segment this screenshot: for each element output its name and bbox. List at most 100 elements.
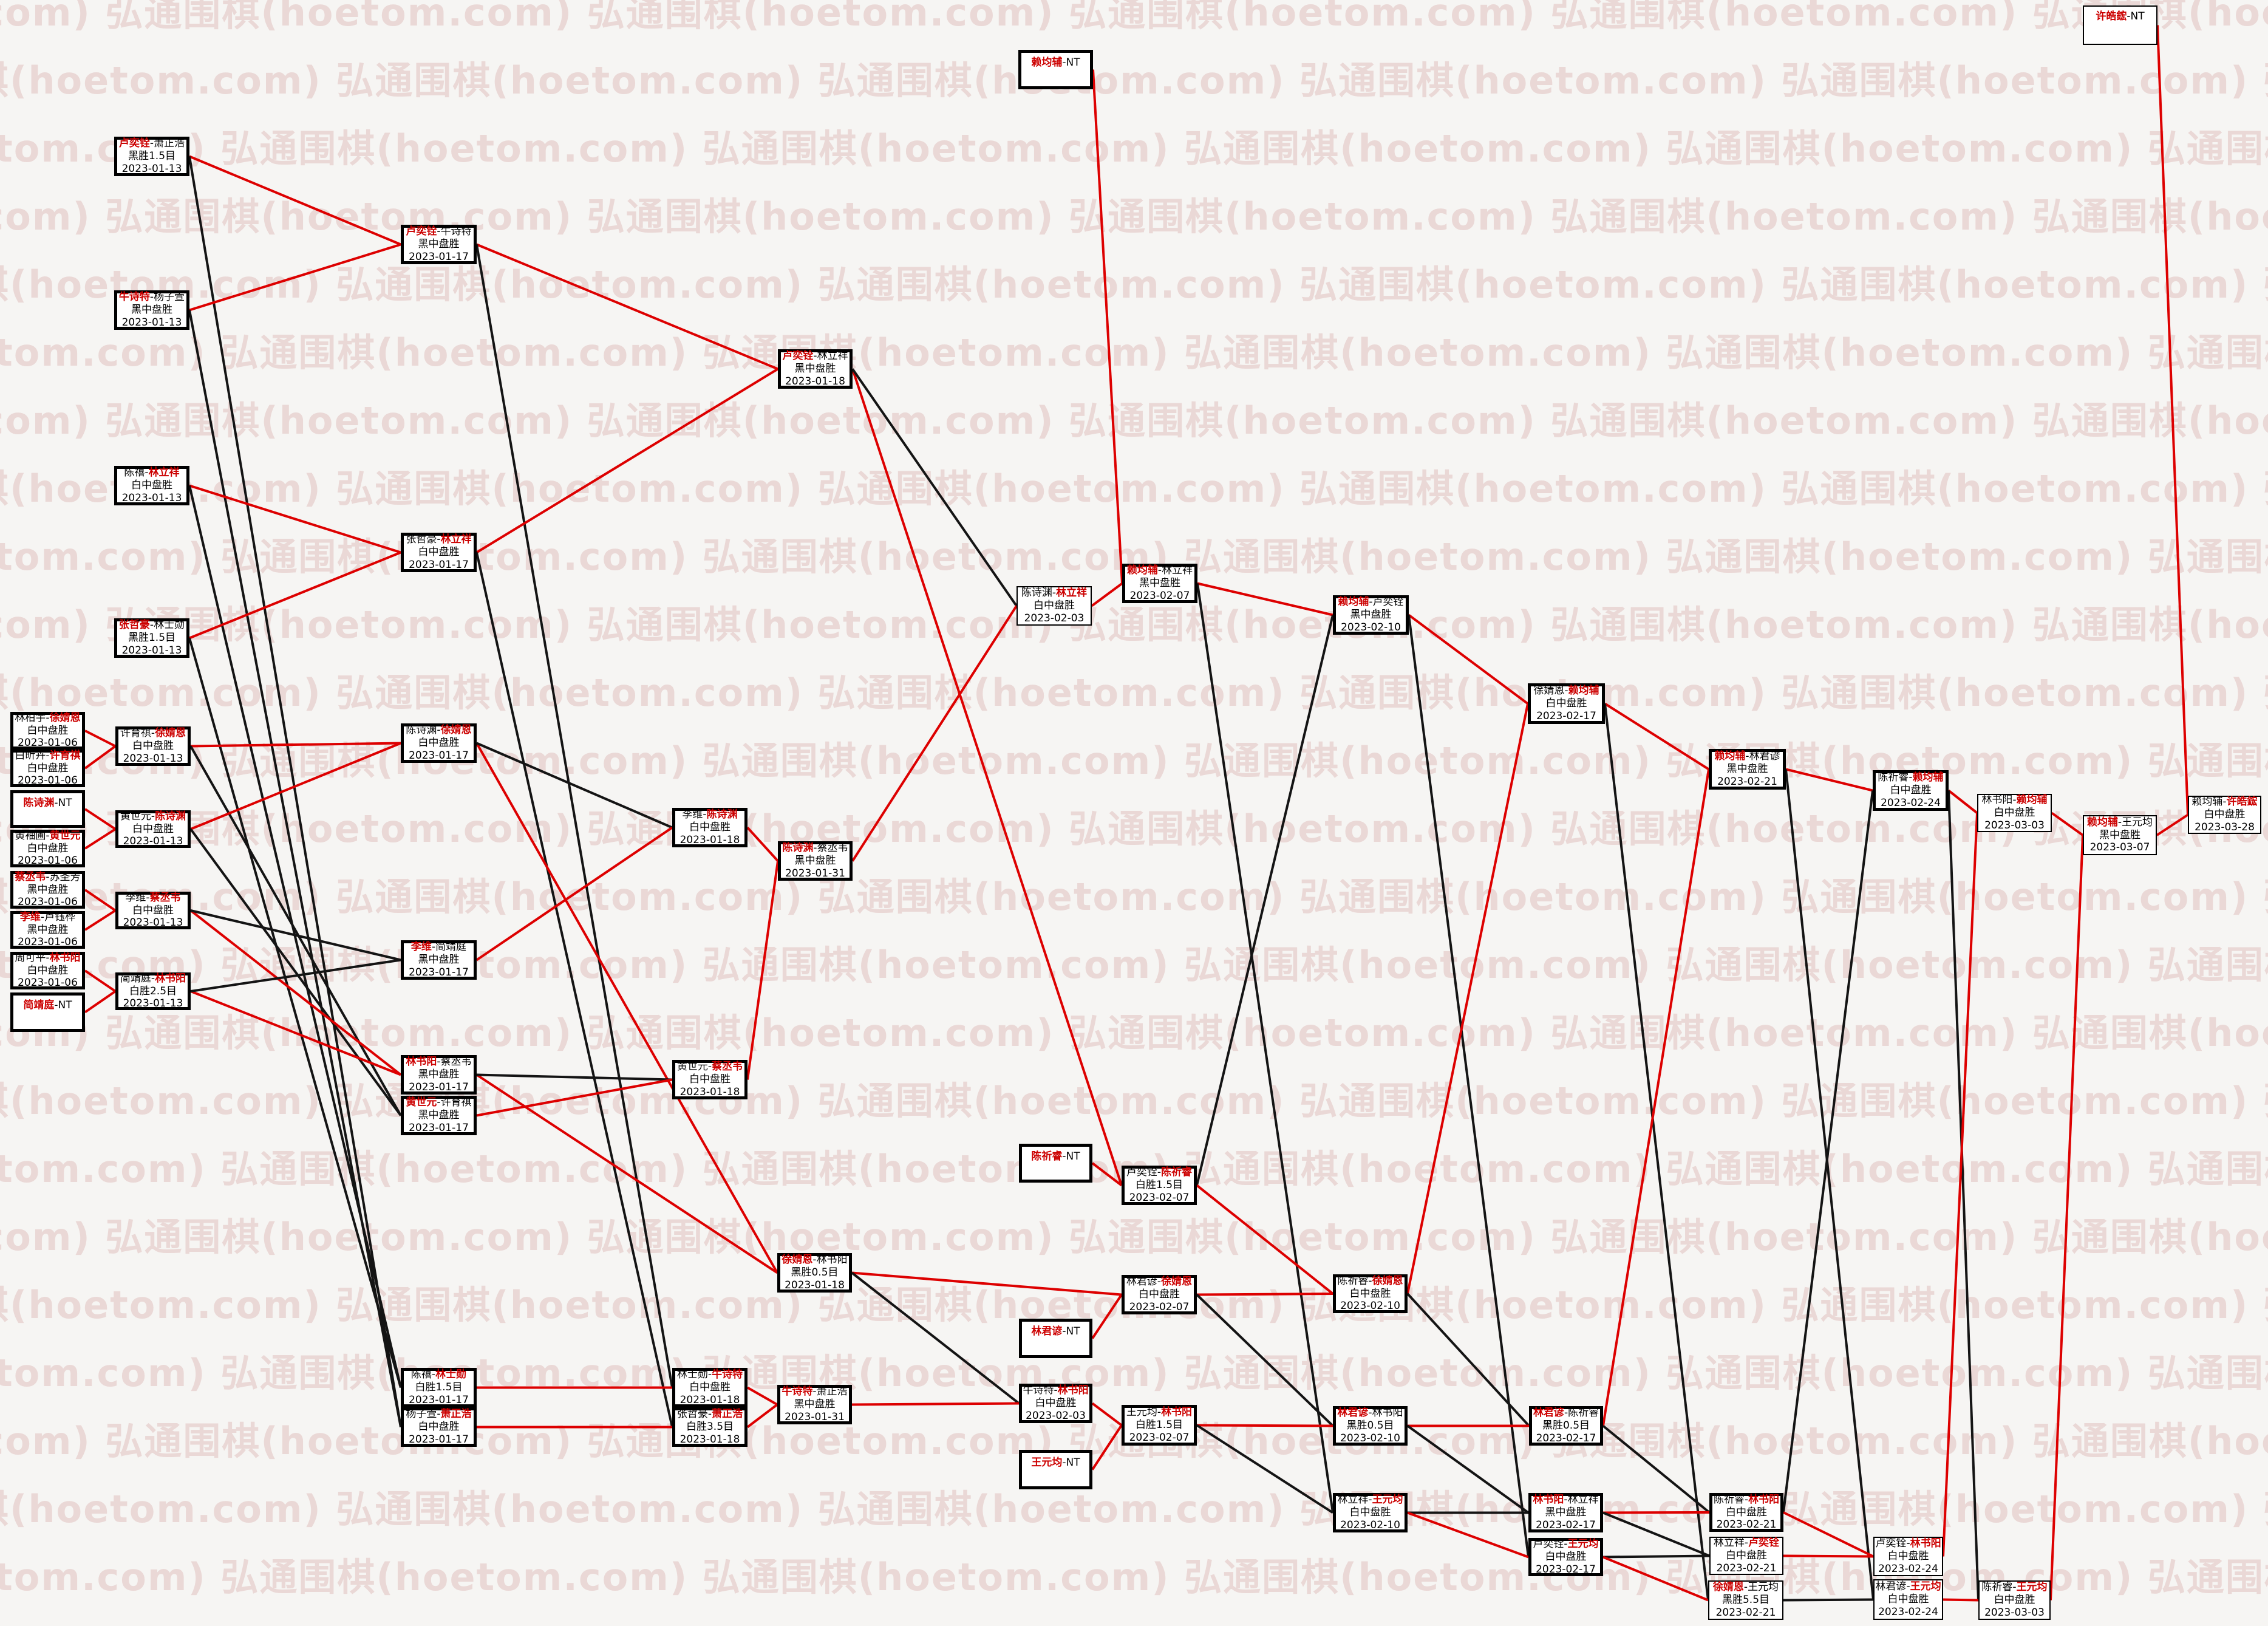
match-box[interactable]: 李维-卢钰桦 黑中盘胜 2023-01-06 xyxy=(10,911,85,949)
match-players: 简靖庭-林书阳 xyxy=(120,972,186,985)
match-box[interactable]: 杨子萱-萧正浩 白中盘胜 2023-01-17 xyxy=(401,1407,477,1447)
player1-name: 简靖庭 xyxy=(120,972,151,985)
match-box[interactable]: 王元均-NT xyxy=(1019,1450,1092,1489)
match-box[interactable]: 李维-简靖庭 黑中盘胜 2023-01-17 xyxy=(401,940,477,980)
match-box[interactable]: 陈祈睿-赖均辅 白中盘胜 2023-02-24 xyxy=(1873,770,1949,811)
match-box[interactable]: 卢奕铨-王元均 白中盘胜 2023-02-17 xyxy=(1528,1538,1603,1576)
match-box[interactable]: 卢奕铨-林书阳 白中盘胜 2023-02-24 xyxy=(1873,1537,1943,1576)
match-players: 林君谚-NT xyxy=(1031,1325,1080,1338)
match-date: 2023-02-03 xyxy=(1026,1409,1086,1422)
player2-name: 陈诗渊 xyxy=(155,810,186,822)
match-date: 2023-01-13 xyxy=(121,316,182,329)
match-result: 白中盘胜 xyxy=(1035,1397,1077,1410)
match-box[interactable]: 白昕卉-许育祺 白中盘胜 2023-01-06 xyxy=(10,750,85,787)
match-box[interactable]: 卢奕铨-陈祈睿 白胜1.5目 2023-02-07 xyxy=(1122,1166,1197,1205)
winner-flow-line xyxy=(1091,1294,1123,1339)
match-box[interactable]: 李维-陈诗渊 白中盘胜 2023-01-18 xyxy=(672,808,747,847)
player2-name: 王元均 xyxy=(1567,1538,1599,1551)
match-box[interactable]: 黄世元-许育祺 黑中盘胜 2023-01-17 xyxy=(401,1096,477,1135)
match-box[interactable]: 张哲豪-萧正浩 白胜3.5目 2023-01-18 xyxy=(672,1407,747,1447)
player1-name: 林君谚 xyxy=(1337,1407,1369,1419)
loser-flow-line xyxy=(476,1073,673,1081)
winner-flow-line xyxy=(475,826,673,962)
match-players: 卢奕铨-牛诗特 xyxy=(406,225,471,238)
match-box[interactable]: 简靖庭-NT xyxy=(10,992,85,1032)
player2-name: 林书阳 xyxy=(1910,1537,1941,1550)
match-box[interactable]: 陈禧-林立祥 白中盘胜 2023-01-13 xyxy=(114,466,189,505)
match-box[interactable]: 卢奕铨-林立祥 黑中盘胜 2023-01-18 xyxy=(778,349,853,389)
match-box[interactable]: 张哲豪-林士勋 黑胜1.5目 2023-01-13 xyxy=(114,618,189,658)
match-box[interactable]: 卢奕铨-牛诗特 黑中盘胜 2023-01-17 xyxy=(401,225,477,264)
match-box[interactable]: 黄世元-陈诗渊 白中盘胜 2023-01-13 xyxy=(115,810,191,848)
match-players: 陈禧-林立祥 xyxy=(124,466,179,479)
player2-name: NT xyxy=(1066,1150,1080,1163)
match-date: 2023-02-07 xyxy=(1129,589,1190,602)
match-box[interactable]: 赖均辅-NT xyxy=(1018,50,1093,89)
match-box[interactable]: 林君谚-徐婧恩 白中盘胜 2023-02-07 xyxy=(1122,1275,1197,1314)
match-players: 陈诗渊-NT xyxy=(23,797,72,810)
match-box[interactable]: 陈诗渊-徐婧恩 白中盘胜 2023-01-17 xyxy=(401,723,477,763)
match-box[interactable]: 林书阳-林立祥 黑中盘胜 2023-02-17 xyxy=(1528,1493,1603,1532)
match-box[interactable]: 蔡丞韦-苏圣芳 黑中盘胜 2023-01-06 xyxy=(10,871,85,909)
loser-flow-line xyxy=(851,368,1018,607)
match-date: 2023-03-03 xyxy=(1984,1606,2045,1619)
match-box[interactable]: 陈祈睿-NT xyxy=(1019,1144,1092,1183)
match-box[interactable]: 李维-蔡丞韦 白中盘胜 2023-01-13 xyxy=(115,892,191,929)
winner-flow-line xyxy=(1785,768,1873,792)
match-box[interactable]: 王元均-林书阳 白胜1.5目 2023-02-07 xyxy=(1122,1405,1197,1446)
match-box[interactable]: 卢奕铨-萧正浩 黑胜1.5目 2023-01-13 xyxy=(114,137,189,176)
loser-flow-line xyxy=(1947,790,1980,1600)
match-box[interactable]: 林柏宇-徐婧恩 白中盘胜 2023-01-06 xyxy=(10,712,85,750)
player1-name: 林君谚 xyxy=(1031,1325,1063,1337)
match-box[interactable]: 牛诗特-林书阳 白中盘胜 2023-02-03 xyxy=(1019,1384,1092,1423)
match-box[interactable]: 赖均辅-卢奕铨 黑中盘胜 2023-02-10 xyxy=(1333,595,1409,635)
match-box[interactable]: 黄世元-蔡丞韦 白中盘胜 2023-01-18 xyxy=(672,1060,747,1099)
match-date: 2023-01-06 xyxy=(18,774,78,787)
match-box[interactable]: 周可平-林书阳 白中盘胜 2023-01-06 xyxy=(10,952,85,989)
match-box[interactable]: 林君谚-王元均 白中盘胜 2023-02-24 xyxy=(1873,1579,1943,1620)
match-box[interactable]: 陈诗渊-林立祥 白中盘胜 2023-02-03 xyxy=(1017,586,1092,626)
match-box[interactable]: 赖均辅-林君谚 黑中盘胜 2023-02-21 xyxy=(1709,749,1786,790)
match-box[interactable]: 牛诗特-萧正浩 黑中盘胜 2023-01-31 xyxy=(777,1385,852,1424)
player2-name: 陈祈睿 xyxy=(1161,1166,1193,1179)
match-box[interactable]: 赖均辅-王元均 黑中盘胜 2023-03-07 xyxy=(2083,815,2157,855)
match-result: 黑中盘胜 xyxy=(2099,828,2140,841)
match-box[interactable]: 陈祈睿-王元均 白中盘胜 2023-03-03 xyxy=(1978,1580,2051,1620)
match-box[interactable]: 张哲豪-林立祥 白中盘胜 2023-01-17 xyxy=(401,533,477,572)
match-box[interactable]: 林士勋-牛诗特 白中盘胜 2023-01-18 xyxy=(672,1368,747,1407)
winner-flow-line xyxy=(1091,582,1123,607)
match-box[interactable]: 林立祥-卢奕铨 白中盘胜 2023-02-21 xyxy=(1709,1537,1783,1575)
match-box[interactable]: 陈祈睿-林书阳 白中盘胜 2023-02-21 xyxy=(1709,1493,1783,1532)
winner-flow-line xyxy=(189,243,401,312)
match-box[interactable]: 陈诗渊-NT xyxy=(10,790,85,828)
match-box[interactable]: 林君谚-林书阳 黑胜0.5目 2023-02-10 xyxy=(1333,1406,1408,1446)
match-box[interactable]: 许育祺-徐婧恩 白中盘胜 2023-01-13 xyxy=(115,726,191,766)
match-box[interactable]: 林书阳-蔡丞韦 黑中盘胜 2023-01-17 xyxy=(401,1055,477,1095)
match-box[interactable]: 徐婧恩-林书阳 黑胜0.5目 2023-01-18 xyxy=(777,1253,852,1293)
winner-flow-line xyxy=(2051,811,2084,836)
match-box[interactable]: 赖均辅-许皓鋐 白中盘胜 2023-03-28 xyxy=(2188,796,2261,834)
winner-flow-line xyxy=(190,742,401,830)
match-box[interactable]: 林君谚-NT xyxy=(1019,1319,1092,1358)
match-box[interactable]: 林书阳-赖均辅 白中盘胜 2023-03-03 xyxy=(1977,794,2052,832)
match-box[interactable]: 林君谚-陈祈睿 黑胜0.5目 2023-02-17 xyxy=(1529,1406,1603,1446)
match-box[interactable]: 陈诗渊-蔡丞韦 黑中盘胜 2023-01-31 xyxy=(778,841,853,881)
player1-name: 陈禧 xyxy=(410,1368,432,1381)
match-box[interactable]: 黄袖圃-黄世元 白中盘胜 2023-01-06 xyxy=(10,830,85,867)
player2-name: 蔡丞韦 xyxy=(817,842,848,855)
player1-name: 陈禧 xyxy=(124,466,145,479)
match-box[interactable]: 徐婧恩-赖均辅 白中盘胜 2023-02-17 xyxy=(1528,683,1605,724)
match-box[interactable]: 陈祈睿-徐婧恩 白中盘胜 2023-02-10 xyxy=(1333,1274,1408,1313)
match-box[interactable]: 林立祥-王元均 白中盘胜 2023-02-10 xyxy=(1333,1493,1408,1532)
match-date: 2023-02-07 xyxy=(1129,1431,1190,1444)
winner-flow-line xyxy=(1196,1184,1334,1295)
match-box[interactable]: 许皓鋐-NT xyxy=(2083,5,2157,45)
match-result: 白中盘胜 xyxy=(1726,1506,1767,1518)
watermark-text: 弘通围棋(hoetom.com) 弘通围棋(hoetom.com) 弘通围棋(h… xyxy=(0,603,2268,647)
match-box[interactable]: 徐婧恩-王元均 黑胜5.5目 2023-02-21 xyxy=(1708,1580,1783,1620)
match-box[interactable]: 简靖庭-林书阳 白胜2.5目 2023-01-13 xyxy=(115,972,191,1010)
loser-flow-line xyxy=(1196,615,1334,1186)
match-box[interactable]: 陈禧-林士勋 白胜1.5目 2023-01-17 xyxy=(401,1368,477,1407)
match-box[interactable]: 赖均辅-林立祥 黑中盘胜 2023-02-07 xyxy=(1122,564,1197,603)
match-box[interactable]: 牛诗特-杨子萱 黑中盘胜 2023-01-13 xyxy=(114,290,189,330)
